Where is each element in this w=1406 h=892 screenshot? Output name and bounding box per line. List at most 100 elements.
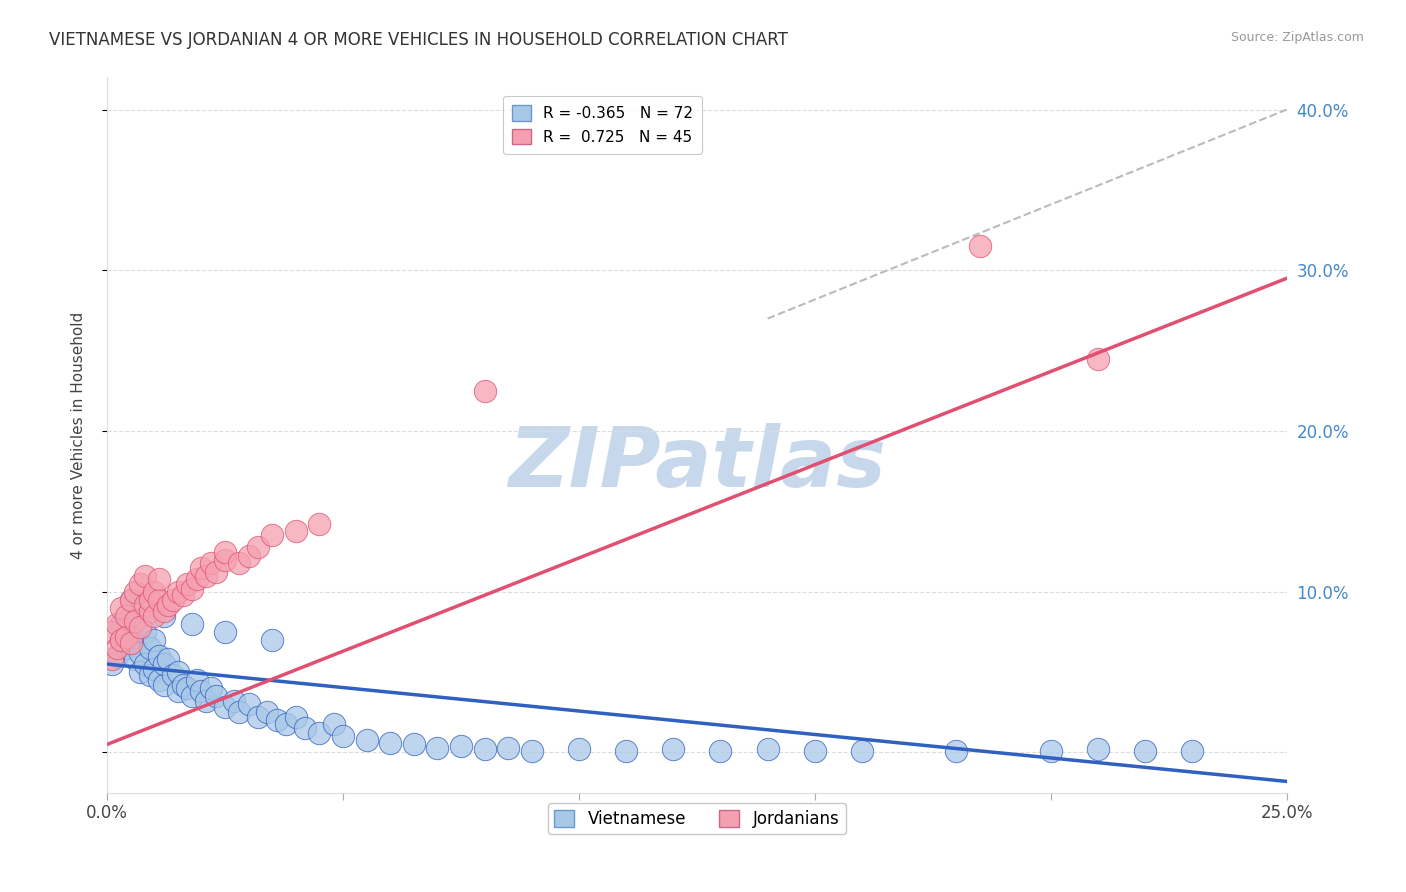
Point xyxy=(120,630,142,644)
Point xyxy=(204,690,226,704)
Point xyxy=(148,673,170,687)
Point xyxy=(143,632,166,647)
Point xyxy=(134,600,156,615)
Point xyxy=(450,739,472,753)
Point xyxy=(662,742,685,756)
Text: Source: ZipAtlas.com: Source: ZipAtlas.com xyxy=(1230,31,1364,45)
Point xyxy=(195,568,218,582)
Point xyxy=(181,690,204,704)
Point xyxy=(138,640,160,655)
Point xyxy=(162,668,184,682)
Point xyxy=(262,528,284,542)
Point xyxy=(214,700,236,714)
Point xyxy=(238,549,260,564)
Point xyxy=(143,662,166,676)
Point xyxy=(138,668,160,682)
Point xyxy=(120,636,142,650)
Point xyxy=(148,572,170,586)
Point xyxy=(308,517,330,532)
Point xyxy=(120,592,142,607)
Point xyxy=(1039,744,1062,758)
Point xyxy=(262,632,284,647)
Point xyxy=(308,726,330,740)
Point xyxy=(143,608,166,623)
Point xyxy=(120,592,142,607)
Point xyxy=(152,608,174,623)
Point xyxy=(284,524,307,538)
Point xyxy=(224,694,246,708)
Point xyxy=(402,738,425,752)
Point xyxy=(129,620,152,634)
Point xyxy=(129,646,152,660)
Point xyxy=(256,706,278,720)
Point xyxy=(138,604,160,618)
Text: VIETNAMESE VS JORDANIAN 4 OR MORE VEHICLES IN HOUSEHOLD CORRELATION CHART: VIETNAMESE VS JORDANIAN 4 OR MORE VEHICL… xyxy=(49,31,789,49)
Point xyxy=(378,736,401,750)
Y-axis label: 4 or more Vehicles in Household: 4 or more Vehicles in Household xyxy=(72,311,86,558)
Point xyxy=(143,584,166,599)
Point xyxy=(110,632,132,647)
Point xyxy=(709,744,731,758)
Point xyxy=(474,384,496,398)
Point xyxy=(945,744,967,758)
Point xyxy=(152,678,174,692)
Point xyxy=(110,600,132,615)
Point xyxy=(176,681,198,696)
Point xyxy=(101,652,124,666)
Point xyxy=(520,744,543,758)
Point xyxy=(110,632,132,647)
Point xyxy=(124,584,146,599)
Point xyxy=(614,744,637,758)
Point xyxy=(228,556,250,570)
Point xyxy=(115,630,138,644)
Point xyxy=(186,572,208,586)
Point xyxy=(1133,744,1156,758)
Text: ZIPatlas: ZIPatlas xyxy=(508,423,886,504)
Point xyxy=(204,566,226,580)
Point xyxy=(148,648,170,663)
Point xyxy=(322,716,344,731)
Point xyxy=(332,730,354,744)
Point xyxy=(105,616,128,631)
Point xyxy=(129,576,152,591)
Point xyxy=(247,710,270,724)
Point xyxy=(1181,744,1204,758)
Point xyxy=(152,657,174,671)
Point xyxy=(148,592,170,607)
Point xyxy=(294,722,316,736)
Point xyxy=(134,568,156,582)
Point xyxy=(568,742,591,756)
Point xyxy=(124,636,146,650)
Point xyxy=(124,614,146,628)
Point xyxy=(101,657,124,671)
Point xyxy=(851,744,873,758)
Point xyxy=(162,592,184,607)
Point xyxy=(214,552,236,566)
Point xyxy=(356,732,378,747)
Point xyxy=(200,556,222,570)
Point xyxy=(134,657,156,671)
Point xyxy=(186,673,208,687)
Point xyxy=(120,608,142,623)
Point xyxy=(1087,351,1109,366)
Point xyxy=(124,652,146,666)
Point xyxy=(166,584,188,599)
Point xyxy=(969,239,991,253)
Point xyxy=(181,582,204,596)
Point xyxy=(496,740,519,755)
Point xyxy=(190,684,212,698)
Point xyxy=(105,640,128,655)
Point xyxy=(195,694,218,708)
Point xyxy=(266,714,288,728)
Point xyxy=(176,576,198,591)
Point xyxy=(138,592,160,607)
Point xyxy=(166,665,188,679)
Point xyxy=(166,684,188,698)
Point xyxy=(134,598,156,612)
Point xyxy=(214,624,236,639)
Point xyxy=(105,648,128,663)
Legend: Vietnamese, Jordanians: Vietnamese, Jordanians xyxy=(547,803,846,834)
Point xyxy=(115,608,138,623)
Point xyxy=(804,744,827,758)
Point xyxy=(756,742,779,756)
